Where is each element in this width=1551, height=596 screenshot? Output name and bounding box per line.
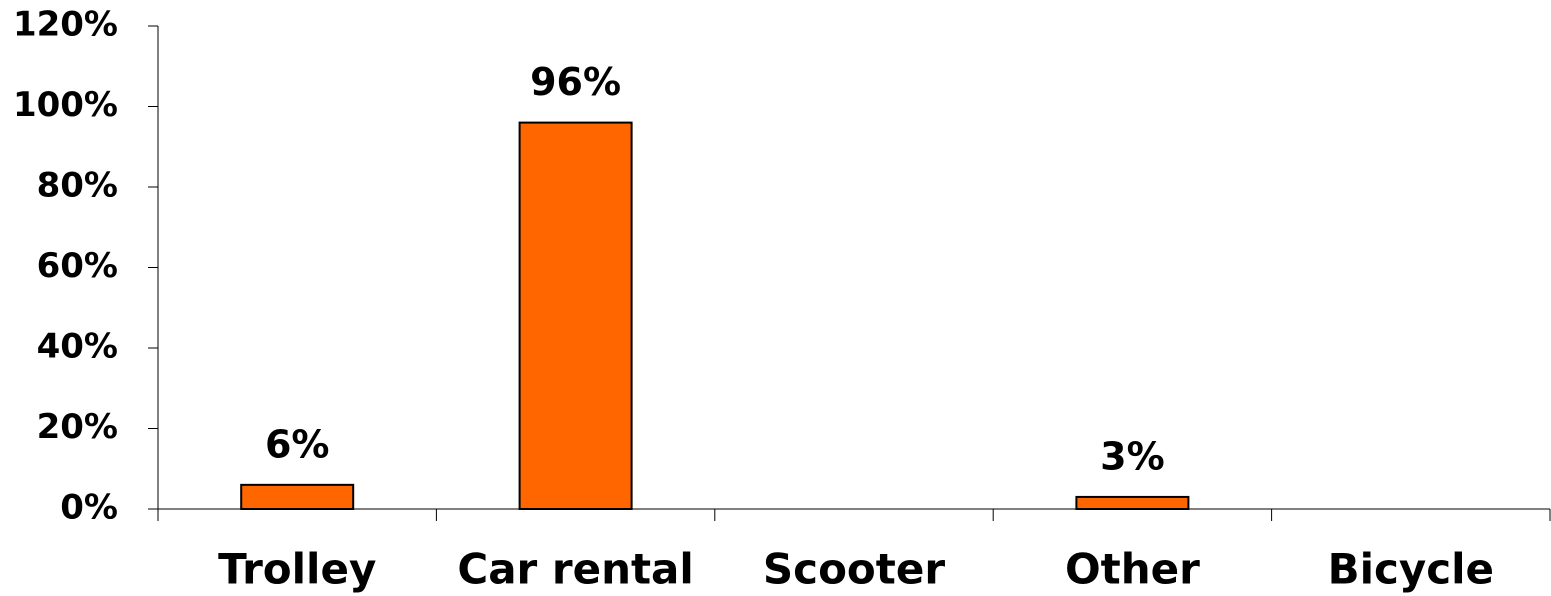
bar	[240, 483, 355, 511]
y-tick-label: 0%	[60, 488, 118, 528]
bar	[1075, 495, 1190, 510]
x-tick-label: Car rental	[457, 545, 693, 594]
y-tick-label: 120%	[13, 5, 118, 45]
data-label: 3%	[1100, 434, 1165, 478]
y-tick-label: 40%	[37, 327, 118, 367]
y-tick-label: 20%	[37, 407, 118, 447]
y-tick-label: 100%	[13, 85, 118, 125]
data-label: 96%	[530, 60, 621, 104]
y-tick-label: 60%	[37, 246, 118, 286]
data-label: 6%	[265, 422, 330, 466]
y-tick-label: 80%	[37, 166, 118, 206]
x-tick-label: Scooter	[763, 545, 945, 594]
x-tick-label: Trolley	[218, 545, 376, 594]
bar	[518, 121, 633, 510]
x-tick-label: Bicycle	[1328, 545, 1494, 594]
x-tick-label: Other	[1065, 545, 1200, 594]
